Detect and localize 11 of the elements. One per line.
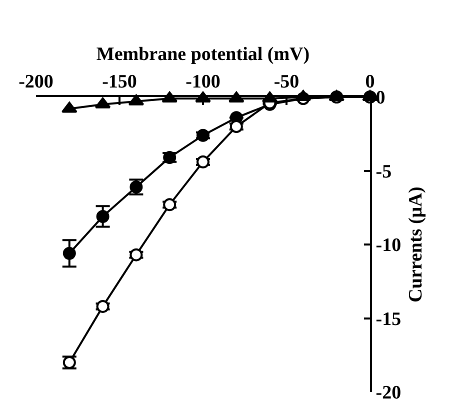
x-tick-label: -200: [18, 71, 54, 92]
x-axis-title: Membrane potential (mV): [96, 44, 310, 65]
y-tick-label: 0: [376, 88, 386, 109]
x-tick-label: -150: [102, 71, 137, 92]
y-tick-label: -20: [376, 382, 402, 404]
y-tick-label: -10: [376, 235, 402, 256]
y-tick-label: -5: [376, 161, 392, 182]
y-tick-label: -15: [376, 308, 402, 330]
x-tick-label: -50: [274, 71, 300, 92]
y-axis-title: Currents (µA): [405, 186, 426, 302]
x-tick-label: -100: [186, 71, 220, 92]
